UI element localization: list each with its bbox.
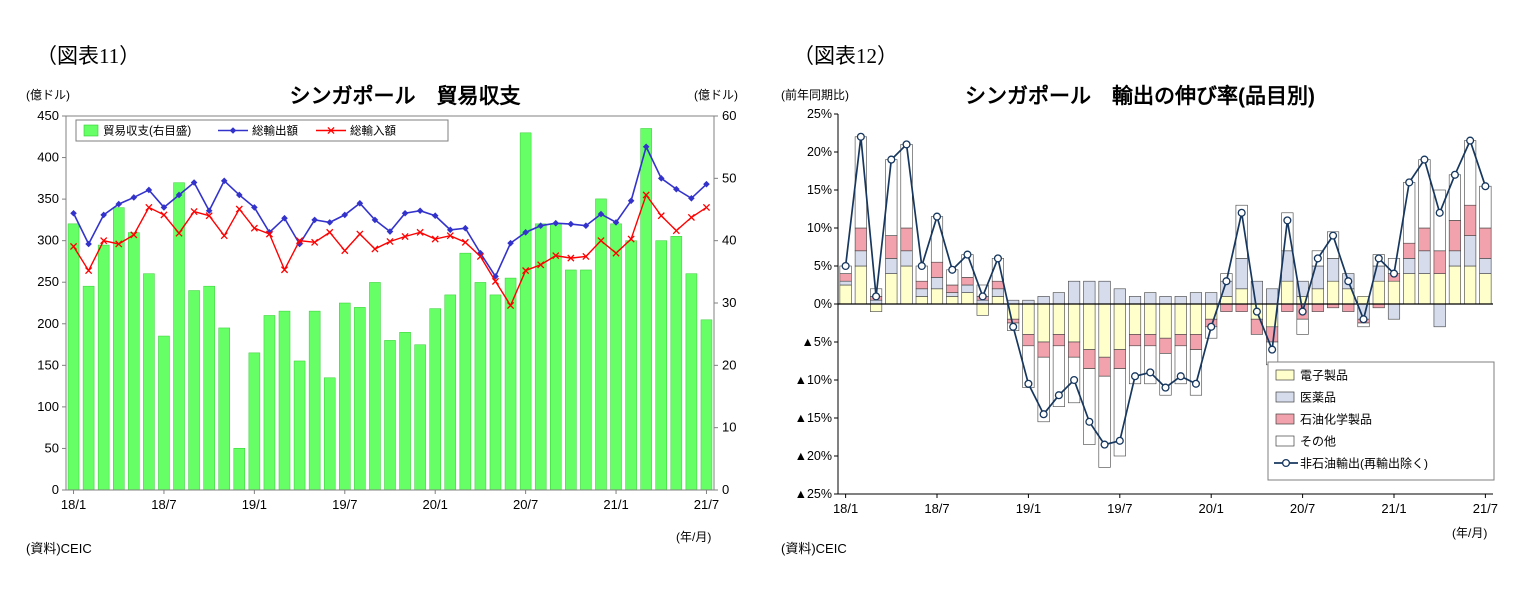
svg-text:50: 50 (45, 440, 59, 455)
legend-swatch-trade-balance (83, 124, 99, 137)
x-axis-ticks: 18/1 18/7 19/1 19/7 20/1 20/7 21/1 21/7 (61, 490, 719, 512)
svg-text:50: 50 (722, 170, 736, 185)
svg-text:5%: 5% (814, 259, 832, 273)
svg-text:0: 0 (52, 482, 59, 497)
legend-label-imports: 総輸入額 (350, 124, 396, 138)
legend-label-3: その他 (1300, 435, 1336, 449)
svg-text:19/1: 19/1 (242, 497, 267, 512)
legend-label-1: 医薬品 (1300, 391, 1336, 405)
x-axis-unit-right-chart: (年/月) (1452, 526, 1488, 540)
svg-text:▲20%: ▲20% (795, 449, 832, 463)
legend-label-trade-balance: 貿易収支(右目盛) (103, 124, 191, 138)
svg-text:0%: 0% (814, 297, 832, 311)
left-y-axis-ticks: 0 50 100 150 200 250 300 350 400 450 (37, 108, 66, 497)
svg-text:450: 450 (37, 108, 59, 123)
svg-text:100: 100 (37, 399, 59, 414)
svg-text:10%: 10% (807, 221, 832, 235)
total-imports-line (69, 191, 711, 310)
svg-text:21/1: 21/1 (1381, 501, 1406, 516)
svg-text:20/1: 20/1 (1199, 501, 1224, 516)
export-growth-chart-title: シンガポール 輸出の伸び率(品目別) (965, 85, 1315, 108)
total-exports-line (70, 143, 710, 280)
trade-balance-bars (67, 128, 713, 491)
trade-balance-chart-title: シンガポール 貿易収支 (289, 85, 521, 108)
svg-text:19/7: 19/7 (1107, 501, 1132, 516)
svg-text:21/7: 21/7 (694, 497, 719, 512)
svg-text:18/7: 18/7 (924, 501, 949, 516)
svg-text:18/1: 18/1 (833, 501, 858, 516)
legend-label-2: 石油化学製品 (1300, 412, 1372, 427)
left-axis-unit-label: (億ドル) (26, 88, 70, 102)
svg-text:40: 40 (722, 233, 736, 248)
svg-text:10: 10 (722, 420, 736, 435)
source-note-left: (資料)CEIC (26, 541, 92, 556)
svg-text:350: 350 (37, 191, 59, 206)
figure-label-11: （図表11） (36, 44, 141, 68)
svg-text:18/7: 18/7 (151, 497, 176, 512)
svg-text:20/7: 20/7 (513, 497, 538, 512)
svg-text:60: 60 (722, 108, 736, 123)
svg-text:▲5%: ▲5% (802, 335, 832, 349)
svg-text:20%: 20% (807, 145, 832, 159)
svg-text:21/7: 21/7 (1473, 501, 1498, 516)
svg-text:▲25%: ▲25% (795, 487, 832, 501)
trade-balance-chart: 0 50 100 150 200 250 300 350 400 450 0 10 20 30 40 50 60… (37, 108, 736, 512)
y-axis-ticks: 25% 20% 15% 10% 5% 0% ▲5% ▲10% ▲15% ▲20% ▲25% (795, 107, 838, 501)
svg-text:150: 150 (37, 357, 59, 372)
legend-label-0: 電子製品 (1300, 369, 1348, 383)
svg-text:20/1: 20/1 (423, 497, 448, 512)
svg-text:▲15%: ▲15% (795, 411, 832, 425)
legend-trade-balance: 貿易収支(右目盛) 総輸出額 総輸入額 (75, 119, 449, 142)
svg-text:300: 300 (37, 233, 59, 248)
svg-text:18/1: 18/1 (61, 497, 86, 512)
svg-text:19/1: 19/1 (1016, 501, 1041, 516)
legend-swatch-2 (1275, 413, 1295, 425)
nodx-growth-line (841, 132, 1490, 449)
y-axis-unit-label: (前年同期比) (781, 88, 849, 102)
svg-text:15%: 15% (807, 183, 832, 197)
x-axis-ticks: 18/1 18/7 19/1 19/7 20/1 20/7 21/1 21/7 (833, 494, 1498, 516)
svg-text:21/1: 21/1 (603, 497, 628, 512)
export-growth-chart: 25%20%15%10%5%0%▲5%▲10%▲15%▲20%▲25%18/1 1… (795, 107, 1498, 516)
svg-text:30: 30 (722, 295, 736, 310)
right-y-axis-ticks: 0 10 20 30 40 50 60 (714, 108, 736, 497)
source-note-right: (資料)CEIC (781, 541, 847, 556)
legend-label-nodx: 非石油輸出(再輸出除く) (1300, 456, 1428, 471)
svg-text:25%: 25% (807, 107, 832, 121)
svg-text:▲10%: ▲10% (795, 373, 832, 387)
legend-swatch-0 (1275, 369, 1295, 381)
legend-swatch-1 (1275, 391, 1295, 403)
right-axis-unit-label: (億ドル) (694, 88, 738, 102)
svg-text:20/7: 20/7 (1290, 501, 1315, 516)
svg-text:19/7: 19/7 (332, 497, 357, 512)
figure-label-12: （図表12） (793, 44, 898, 68)
svg-text:250: 250 (37, 274, 59, 289)
svg-text:0: 0 (722, 482, 729, 497)
svg-text:400: 400 (37, 150, 59, 165)
legend-swatch-3 (1275, 435, 1295, 447)
svg-text:20: 20 (722, 357, 736, 372)
legend-label-exports: 総輸出額 (252, 124, 298, 138)
svg-text:200: 200 (37, 316, 59, 331)
x-axis-unit-left-chart: (年/月) (676, 530, 712, 544)
